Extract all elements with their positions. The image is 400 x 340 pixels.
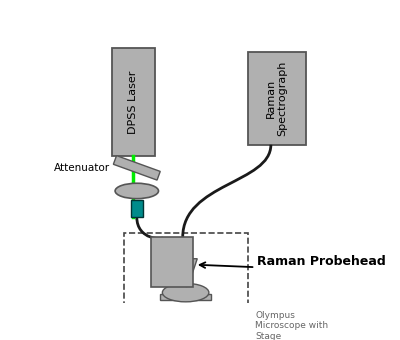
Text: Olympus
Microscope with
Stage: Olympus Microscope with Stage — [255, 311, 328, 340]
Polygon shape — [174, 259, 197, 282]
Bar — [124, 233, 248, 340]
Text: Raman Probehead: Raman Probehead — [257, 255, 386, 268]
Bar — [112, 49, 155, 156]
Bar — [160, 294, 211, 300]
Ellipse shape — [115, 183, 158, 199]
Ellipse shape — [162, 283, 209, 302]
Text: DPSS Laser: DPSS Laser — [128, 71, 138, 134]
Bar — [248, 52, 306, 145]
Text: Attenuator: Attenuator — [54, 163, 110, 173]
Bar — [151, 305, 220, 314]
Bar — [131, 200, 143, 217]
Polygon shape — [113, 156, 160, 180]
Bar — [151, 237, 193, 287]
Text: Raman
Spectrograph: Raman Spectrograph — [266, 61, 288, 136]
